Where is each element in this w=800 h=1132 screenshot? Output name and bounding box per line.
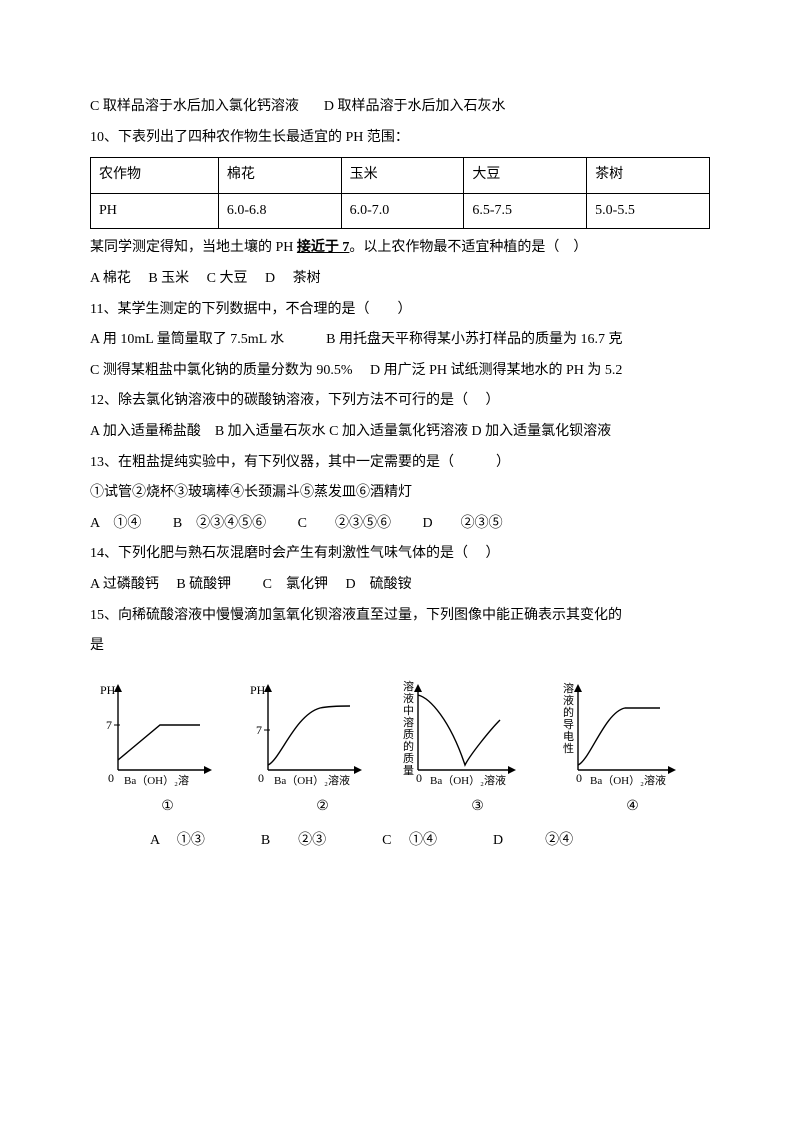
q10-stem: 10、下表列出了四种农作物生长最适宜的 PH 范围： — [90, 125, 710, 152]
q10-underline: 接近于 7 — [297, 240, 350, 255]
chart3-xlabel: Ba（OH）₂溶液 — [430, 773, 506, 787]
q9-opt-c: C 取样品溶于水后加入氯化钙溶液 — [90, 99, 299, 114]
q14-options: A 过磷酸钙 B 硫酸钾 C 氯化钾 D 硫酸铵 — [90, 572, 710, 599]
q10-line2: 某同学测定得知，当地土壤的 PH 接近于 7。以上农作物最不适宜种植的是（ ） — [90, 235, 710, 262]
chart1-xlabel: Ba（OH）₂溶 — [124, 773, 189, 787]
chart3-curve — [418, 695, 500, 765]
table-cell: 茶树 — [587, 158, 710, 194]
q10-table: 农作物 棉花 玉米 大豆 茶树 PH 6.0-6.8 6.0-7.0 6.5-7… — [90, 157, 710, 229]
chart3-ylabel: 溶 液 中 溶 质 的 质 量 — [403, 679, 417, 777]
chart-num-1: ① — [161, 794, 174, 821]
table-cell: 大豆 — [464, 158, 587, 194]
exam-page: C 取样品溶于水后加入氯化钙溶液 D 取样品溶于水后加入石灰水 10、下表列出了… — [0, 0, 800, 899]
q13-items: ①试管②烧杯③玻璃棒④长颈漏斗⑤蒸发皿⑥酒精灯 — [90, 480, 710, 507]
chart2-curve — [268, 706, 350, 765]
chart-number-labels: ① ② ③ ④ — [90, 794, 710, 821]
chart-2: PH 7 0 Ba（OH）₂溶液 — [250, 680, 380, 790]
chart4-curve — [578, 708, 660, 765]
table-cell: 棉花 — [218, 158, 341, 194]
chart2-xlabel: Ba（OH）₂溶液 — [274, 773, 350, 787]
chart-1: PH 7 0 Ba（OH）₂溶 — [100, 680, 230, 790]
q15-answer-options: A ①③ B ②③ C ①④ D ②④ — [90, 828, 710, 855]
q12-stem: 12、除去氯化钠溶液中的碳酸钠溶液，下列方法不可行的是（ ） — [90, 388, 710, 415]
chart-num-2: ② — [316, 794, 329, 821]
arrow-right-icon — [354, 766, 362, 774]
table-row: PH 6.0-6.8 6.0-7.0 6.5-7.5 5.0-5.5 — [91, 193, 710, 229]
chart-num-3: ③ — [471, 794, 484, 821]
chart1-curve — [118, 725, 200, 760]
chart-3: 溶 液 中 溶 质 的 质 量 0 Ba（OH）₂溶液 — [400, 680, 540, 790]
chart1-ylabel: PH — [100, 683, 116, 697]
arrow-right-icon — [508, 766, 516, 774]
table-cell: 5.0-5.5 — [587, 193, 710, 229]
arrow-right-icon — [204, 766, 212, 774]
q13-stem: 13、在粗盐提纯实验中，有下列仪器，其中一定需要的是（ ） — [90, 450, 710, 477]
q12-options: A 加入适量稀盐酸 B 加入适量石灰水 C 加入适量氯化钙溶液 D 加入适量氯化… — [90, 419, 710, 446]
chart4-xlabel: Ba（OH）₂溶液 — [590, 773, 666, 787]
chart1-ytick: 7 — [106, 718, 112, 732]
q10-line2a: 某同学测定得知，当地土壤的 PH — [90, 240, 297, 255]
q11-stem: 11、某学生测定的下列数据中，不合理的是（ ） — [90, 297, 710, 324]
q11-line-a: A 用 10mL 量筒量取了 7.5mL 水 B 用托盘天平称得某小苏打样品的质… — [90, 327, 710, 354]
chart-num-4: ④ — [626, 794, 639, 821]
table-cell: PH — [91, 193, 219, 229]
chart2-ytick: 7 — [256, 723, 262, 737]
q15-charts: PH 7 0 Ba（OH）₂溶 PH 7 0 Ba（OH）₂溶液 — [90, 680, 710, 790]
table-cell: 玉米 — [341, 158, 464, 194]
chart-4: 溶 液 的 导 电 性 0 Ba（OH）₂溶液 — [560, 680, 700, 790]
q10-options: A 棉花 B 玉米 C 大豆 D 茶树 — [90, 266, 710, 293]
chart2-ylabel: PH — [250, 683, 266, 697]
chart2-origin: 0 — [258, 771, 264, 785]
table-cell: 6.0-7.0 — [341, 193, 464, 229]
chart1-origin: 0 — [108, 771, 114, 785]
q14-stem: 14、下列化肥与熟石灰混磨时会产生有刺激性气味气体的是（ ） — [90, 541, 710, 568]
q11-line-b: C 测得某粗盐中氯化钠的质量分数为 90.5% D 用广泛 PH 试纸测得某地水… — [90, 358, 710, 385]
q13-options: A ①④ B ②③④⑤⑥ C ②③⑤⑥ D ②③⑤ — [90, 511, 710, 538]
chart4-ylabel: 溶 液 的 导 电 性 — [563, 681, 577, 755]
q15-stem-b: 是 — [90, 633, 710, 660]
table-cell: 6.5-7.5 — [464, 193, 587, 229]
chart4-origin: 0 — [576, 771, 582, 785]
arrow-right-icon — [668, 766, 676, 774]
chart3-origin: 0 — [416, 771, 422, 785]
table-cell: 6.0-6.8 — [218, 193, 341, 229]
q9-options-cd: C 取样品溶于水后加入氯化钙溶液 D 取样品溶于水后加入石灰水 — [90, 94, 710, 121]
table-row: 农作物 棉花 玉米 大豆 茶树 — [91, 158, 710, 194]
q10-line2b: 。以上农作物最不适宜种植的是（ ） — [349, 240, 587, 255]
q9-opt-d: D 取样品溶于水后加入石灰水 — [324, 99, 506, 114]
table-cell: 农作物 — [91, 158, 219, 194]
q15-stem-a: 15、向稀硫酸溶液中慢慢滴加氢氧化钡溶液直至过量，下列图像中能正确表示其变化的 — [90, 603, 710, 630]
